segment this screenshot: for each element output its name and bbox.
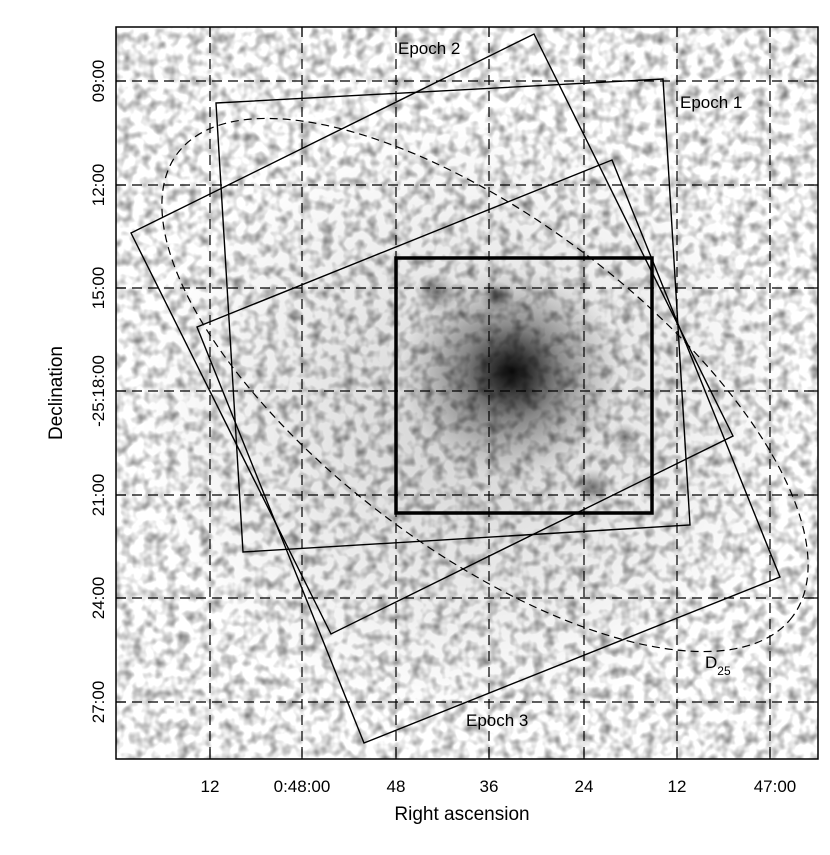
xray-image bbox=[116, 27, 818, 759]
d25-label-sub: 25 bbox=[717, 664, 731, 678]
point-source bbox=[479, 281, 515, 313]
x-tick-label: 36 bbox=[480, 777, 499, 796]
y-tick-labels: 09:00 12:00 15:00 -25:18:00 21:00 24:00 … bbox=[89, 60, 108, 724]
epoch1-field bbox=[215, 78, 691, 553]
x-tick-label: 47:00 bbox=[754, 777, 797, 796]
y-tick-label: 24:00 bbox=[89, 577, 108, 620]
epoch2-label: Epoch 2 bbox=[398, 39, 460, 58]
x-tick-label: 12 bbox=[201, 777, 220, 796]
x-tick-labels: 12 0:48:00 48 36 24 12 47:00 bbox=[201, 777, 797, 796]
y-tick-label: 09:00 bbox=[89, 60, 108, 103]
y-tick-label: 12:00 bbox=[89, 164, 108, 207]
point-source bbox=[415, 272, 459, 312]
x-tick-label: 0:48:00 bbox=[274, 777, 331, 796]
tick-marks bbox=[116, 27, 818, 759]
y-tick-label: 15:00 bbox=[89, 267, 108, 310]
x-tick-label: 48 bbox=[387, 777, 406, 796]
central-region-box bbox=[394, 256, 654, 515]
d25-label: D25 bbox=[705, 653, 731, 678]
y-tick-label: 21:00 bbox=[89, 474, 108, 517]
d25-label-main: D bbox=[705, 653, 717, 672]
epoch2-field bbox=[130, 33, 734, 635]
y-tick-label: -25:18:00 bbox=[89, 355, 108, 427]
epoch1-label: Epoch 1 bbox=[680, 93, 742, 112]
point-source bbox=[573, 469, 613, 505]
x-axis-title: Right ascension bbox=[394, 804, 529, 825]
d25-ellipse bbox=[161, 117, 809, 653]
x-tick-label: 24 bbox=[575, 777, 594, 796]
x-tick-label: 12 bbox=[668, 777, 687, 796]
epoch3-label: Epoch 3 bbox=[466, 711, 528, 730]
nucleus-source bbox=[402, 267, 622, 477]
y-axis-title: Declination bbox=[46, 346, 67, 440]
y-tick-label: 27:00 bbox=[89, 681, 108, 724]
epoch3-field bbox=[196, 159, 781, 744]
point-source bbox=[611, 423, 639, 451]
plot-frame bbox=[115, 26, 819, 760]
